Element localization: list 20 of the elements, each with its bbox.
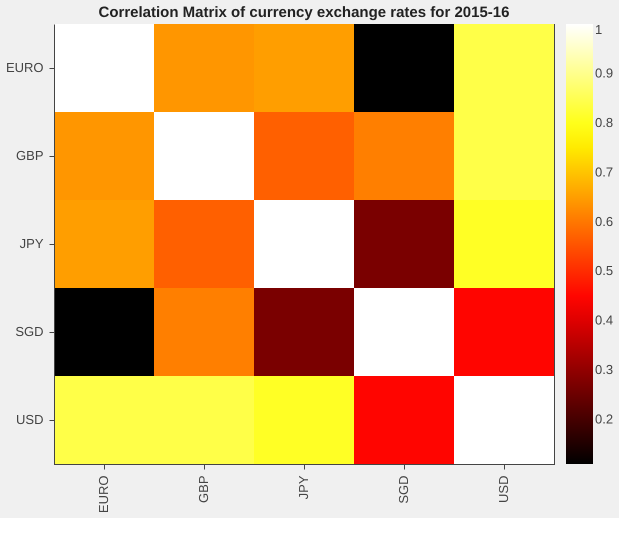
- x-tick-label: EURO: [96, 476, 111, 514]
- color-bar-label: 0.6: [595, 214, 614, 229]
- color-bar-label: 0.5: [595, 263, 614, 278]
- x-tick-label: USD: [496, 476, 511, 503]
- color-bar-label: 0.4: [595, 312, 614, 328]
- x-tick-label: SGD: [396, 476, 411, 504]
- y-tick-label: EURO: [6, 60, 44, 75]
- y-tick-label: USD: [16, 412, 44, 427]
- color-bar-label: 0.7: [595, 164, 614, 180]
- y-tick-label: JPY: [20, 236, 44, 251]
- y-tick-label: SGD: [15, 324, 44, 339]
- y-tick-label: GBP: [16, 148, 44, 163]
- chart-title: Correlation Matrix of currency exchange rates for 2015-16: [98, 4, 510, 21]
- x-tick-label: GBP: [196, 476, 211, 503]
- color-bar-label: 1: [595, 22, 602, 37]
- x-tick-label: JPY: [296, 475, 311, 500]
- color-bar-label: 0.8: [595, 114, 614, 130]
- color-bar-label: 0.9: [595, 65, 614, 80]
- color-bar-label: 0.2: [595, 412, 614, 427]
- color-bar-label: 0.3: [595, 362, 614, 378]
